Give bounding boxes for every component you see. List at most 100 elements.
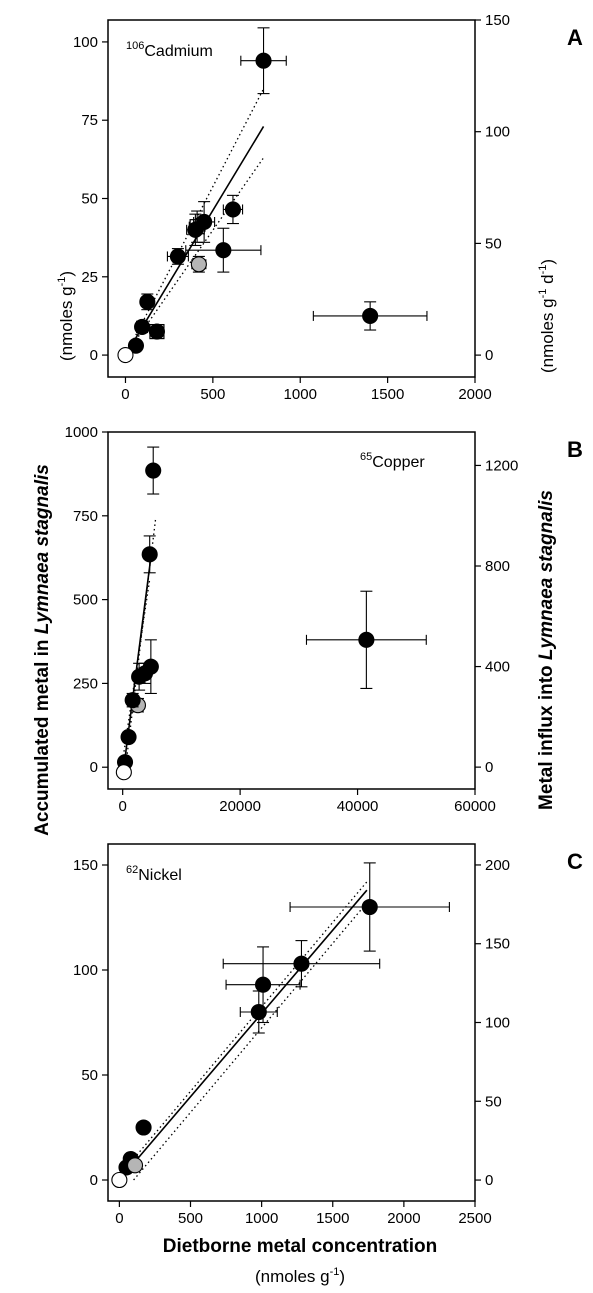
x-axis-title: Dietborne metal concentration: [163, 1236, 438, 1257]
x-tick-label: 1000: [284, 386, 317, 403]
y-tick-label: 50: [81, 191, 98, 208]
open-circle-marker: [115, 764, 132, 781]
axis-ticks: 0 500 1000 1500 2000 250005010015005010015020…: [73, 857, 510, 1227]
x-tick-label: 2000: [387, 1210, 420, 1227]
data-point: [188, 210, 206, 243]
x-tick-label: 20000: [219, 798, 261, 815]
data-point: [239, 990, 278, 1034]
data-point: [117, 347, 134, 364]
x-tick-label: 2500: [458, 1210, 491, 1227]
filled-circle-marker: [215, 242, 232, 259]
data-point: [185, 227, 262, 273]
x-tick-label: 40000: [337, 798, 379, 815]
panel-a-cadmium: A 106Cadmium 0 500 1000 1500 200002550751000…: [73, 12, 583, 403]
right-y-tick-label: 50: [485, 235, 502, 252]
y-tick-label: 0: [90, 1172, 98, 1189]
data-point: [289, 862, 450, 952]
gray-circle-marker: [190, 256, 207, 273]
data-point: [312, 301, 428, 331]
y-tick-label: 0: [90, 759, 98, 776]
data-point: [225, 946, 301, 1024]
axis-ticks: 0 20000 40000 60000 0 250 500 750 1000 0 400 800 120…: [65, 424, 519, 815]
x-tick-label: 0: [121, 386, 129, 403]
data-point: [141, 535, 158, 574]
data-points: [117, 27, 428, 364]
x-axis-unit: (nmoles g-1): [255, 1266, 345, 1286]
data-point: [139, 293, 156, 311]
right-y-tick-label: 1200: [485, 457, 518, 474]
right-y-tick-label: 50: [485, 1093, 502, 1110]
open-circle-marker: [111, 1171, 128, 1189]
panel-letter-a: A: [567, 25, 583, 50]
data-point: [145, 446, 162, 495]
isotope-label-nickel: 62Nickel: [126, 864, 182, 884]
open-square-marker: [149, 323, 165, 340]
isotope-label-copper: 65Copper: [360, 451, 425, 471]
data-point: [111, 1171, 128, 1189]
right-y-tick-label: 150: [485, 936, 510, 953]
filled-circle-marker: [131, 668, 148, 685]
right-y-axis-unit: (nmoles g-1 d-1): [537, 259, 557, 373]
isotope-label-cadmium: 106Cadmium: [126, 40, 213, 60]
filled-circle-marker: [293, 955, 310, 972]
regression-line: [118, 889, 368, 1181]
x-tick-label: 60000: [454, 798, 496, 815]
data-point: [149, 323, 165, 340]
data-point: [127, 337, 145, 354]
data-point: [148, 323, 165, 340]
filled-circle-marker: [362, 307, 379, 324]
filled-circle-marker: [124, 692, 141, 709]
y-tick-label: 25: [81, 269, 98, 286]
x-tick-label: 500: [178, 1210, 203, 1227]
data-point: [120, 728, 137, 746]
data-point: [134, 318, 151, 335]
x-tick-label: 1000: [245, 1210, 278, 1227]
y-tick-label: 75: [81, 112, 98, 129]
data-point: [166, 248, 189, 265]
confidence-band-lower: [133, 902, 368, 1181]
data-point: [126, 1157, 144, 1174]
right-y-tick-label: 0: [485, 1172, 493, 1189]
regression-lines: [118, 881, 368, 1181]
data-point: [115, 764, 132, 781]
plot-frame: [107, 843, 476, 1202]
regression-line: [124, 126, 265, 356]
data-points: [115, 446, 427, 781]
x-tick-label: 500: [200, 386, 225, 403]
right-y-tick-label: 200: [485, 857, 510, 874]
data-point: [305, 590, 427, 689]
left-y-axis-title: Accumulated metal in Lymnaea stagnalis: [32, 464, 53, 836]
filled-circle-marker: [135, 1119, 152, 1136]
filled-circle-marker: [127, 337, 145, 354]
y-tick-label: 1000: [65, 424, 98, 441]
data-point: [135, 1119, 152, 1136]
x-tick-label: 0: [115, 1210, 123, 1227]
filled-circle-marker: [134, 318, 151, 335]
open-square-marker: [189, 219, 205, 235]
x-tick-label: 0: [119, 798, 127, 815]
right-y-axis-title: Metal influx into Lymnaea stagnalis: [536, 490, 557, 810]
filled-circle-marker: [361, 898, 378, 916]
right-y-tick-label: 800: [485, 558, 510, 575]
filled-circle-marker: [358, 631, 375, 648]
right-y-tick-label: 0: [485, 347, 493, 364]
y-tick-label: 100: [73, 34, 98, 51]
filled-circle-marker: [141, 546, 158, 563]
data-point: [240, 27, 287, 95]
y-tick-label: 0: [90, 347, 98, 364]
y-tick-label: 250: [73, 675, 98, 692]
right-y-tick-label: 100: [485, 1015, 510, 1032]
plot-frame: [107, 19, 476, 378]
right-y-tick-label: 0: [485, 759, 493, 776]
filled-circle-marker: [169, 248, 186, 265]
data-points: [111, 862, 450, 1189]
y-tick-label: 100: [73, 962, 98, 979]
panel-letter-c: C: [567, 849, 583, 874]
panel-letter-b: B: [567, 437, 583, 462]
data-point: [222, 940, 381, 988]
left-y-axis-unit: (nmoles g-1): [56, 271, 76, 361]
confidence-band-upper: [118, 881, 368, 1177]
data-point: [190, 255, 207, 273]
filled-circle-marker: [145, 462, 162, 479]
